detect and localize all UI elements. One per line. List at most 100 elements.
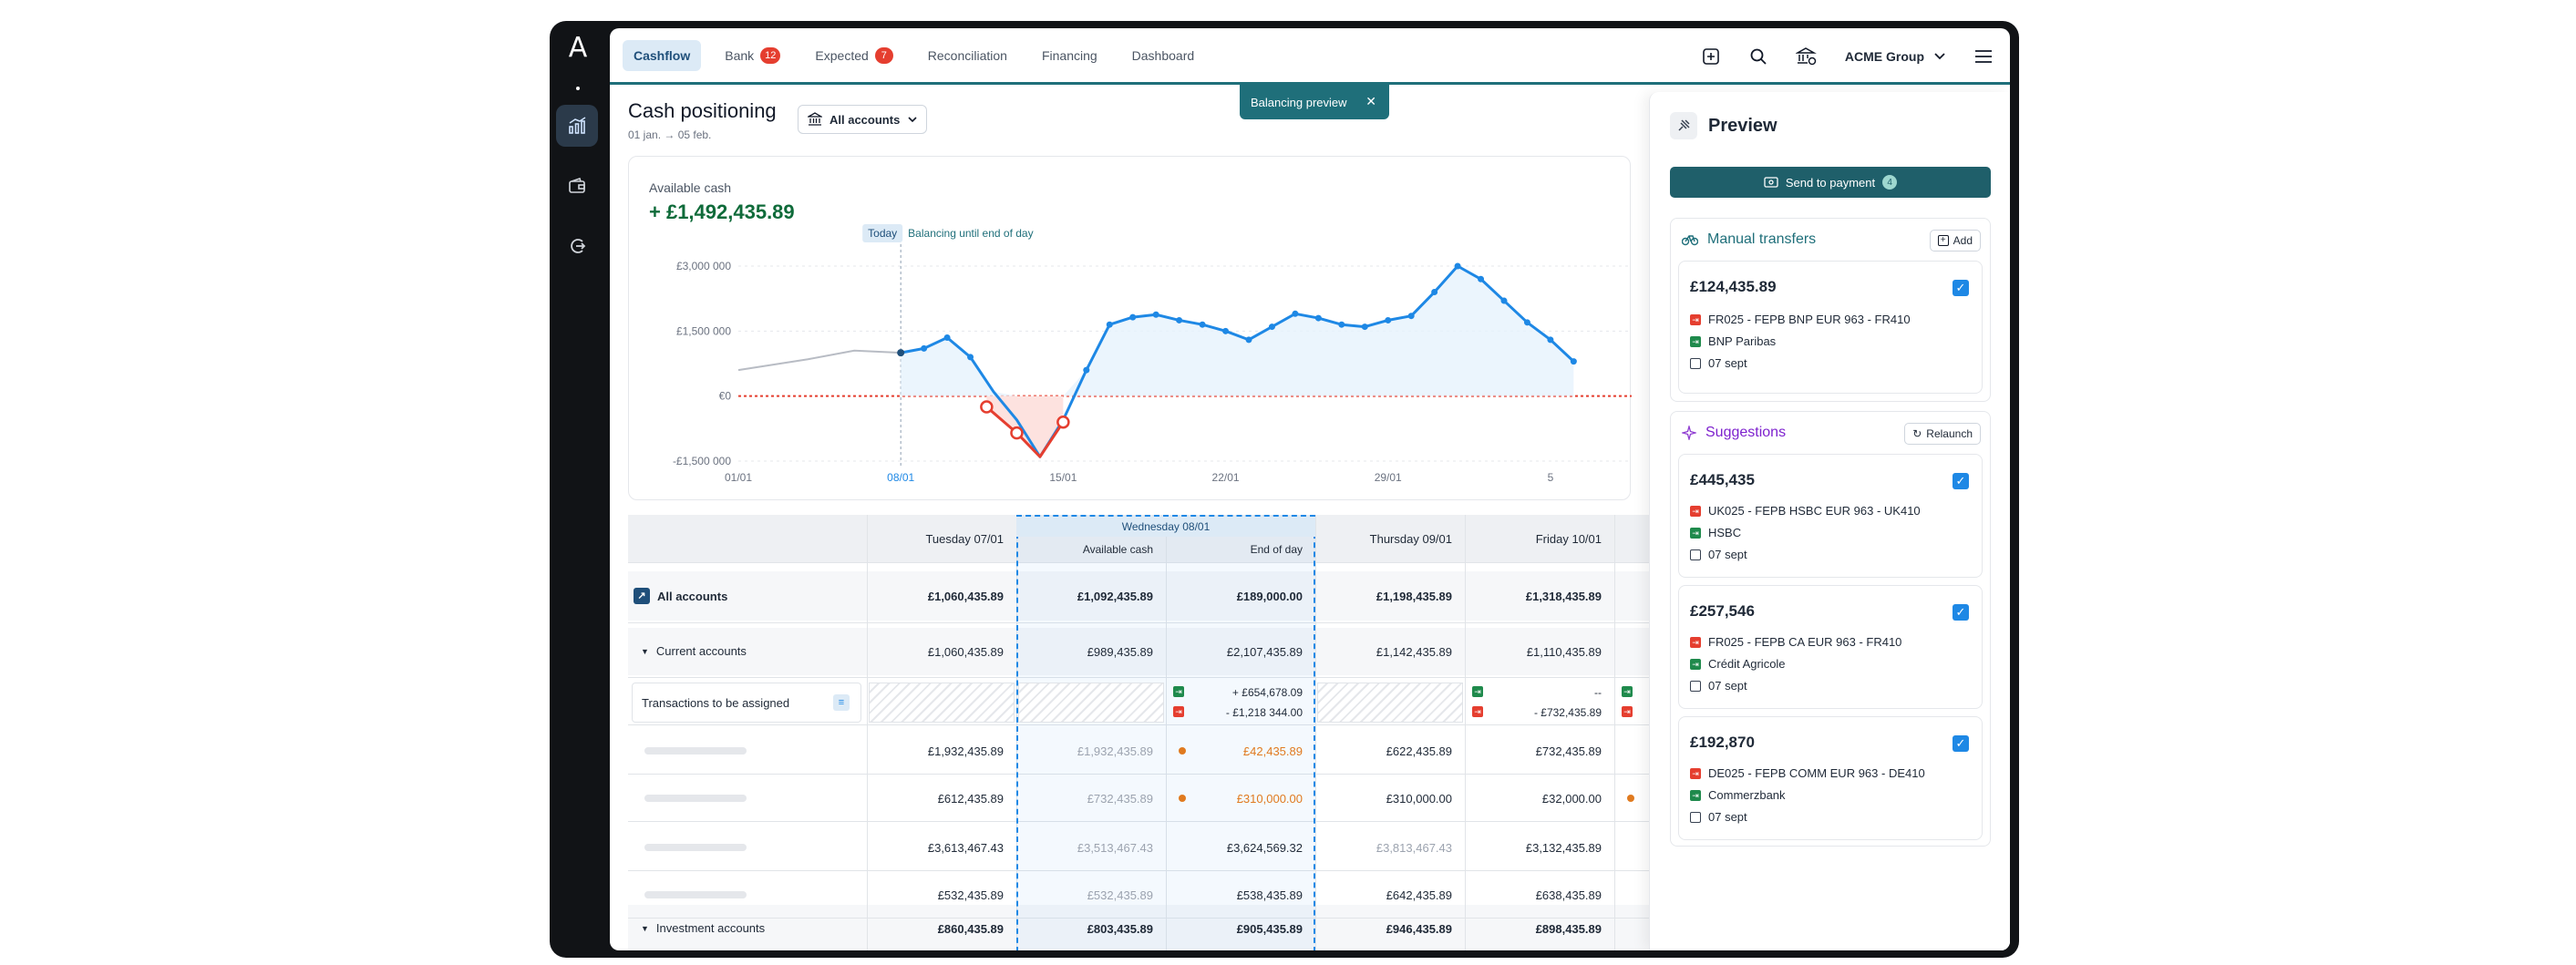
- table-cell[interactable]: £532,435.89: [1087, 888, 1153, 902]
- tab-financing[interactable]: Financing: [1031, 40, 1108, 71]
- table-cell[interactable]: £622,435.89: [1386, 744, 1452, 758]
- tab-dashboard[interactable]: Dashboard: [1121, 40, 1206, 71]
- table-cell[interactable]: £3,624,569.32: [1226, 840, 1303, 855]
- table-cell[interactable]: £638,435.89: [1535, 888, 1602, 902]
- table-cell[interactable]: £532,435.89: [937, 888, 1004, 902]
- table-cell[interactable]: £803,435.89: [1087, 921, 1153, 936]
- checkbox-checked[interactable]: ✓: [1953, 604, 1969, 621]
- data-point: [967, 354, 974, 361]
- account-select[interactable]: All accounts: [798, 105, 927, 134]
- assign-icon[interactable]: ≡: [833, 694, 850, 711]
- table-cell[interactable]: £1,110,435.89: [1526, 644, 1602, 659]
- pin-icon[interactable]: [1670, 112, 1697, 139]
- table-cell[interactable]: £1,932,435.89: [1077, 744, 1153, 758]
- table-cell[interactable]: £538,435.89: [1236, 888, 1303, 902]
- transfer-card[interactable]: £124,435.89 ✓ ⇥ FR025 - FEPB BNP EUR 963 …: [1678, 261, 1983, 394]
- y-tick-label: €0: [719, 390, 732, 403]
- send-to-payment-button[interactable]: Send to payment 4: [1670, 167, 1991, 198]
- suggestion-route-line: ⇥ DE025 - FEPB COMM EUR 963 - DE410: [1690, 766, 1925, 780]
- column-header: Friday 10/01: [1535, 531, 1602, 546]
- negative-series-line: [985, 406, 1065, 458]
- checkbox-checked[interactable]: ✓: [1953, 280, 1969, 296]
- data-point: [1176, 316, 1183, 323]
- table-cell[interactable]: £1,142,435.89: [1376, 644, 1452, 659]
- sidebar-item-wallet[interactable]: [556, 165, 598, 207]
- table-cell[interactable]: £1,198,435.89: [1376, 589, 1452, 603]
- table-cell[interactable]: £310,000.00: [1236, 791, 1303, 806]
- table-cell[interactable]: £42,435.89: [1242, 744, 1303, 758]
- table-cell[interactable]: £189,000.00: [1236, 589, 1303, 603]
- bank-flag-icon: ⇥: [1622, 686, 1633, 697]
- table-cell[interactable]: £612,435.89: [937, 791, 1004, 806]
- add-square-icon[interactable]: [1701, 46, 1721, 67]
- table-cell[interactable]: £642,435.89: [1386, 888, 1452, 902]
- transfer-date: 07 sept: [1708, 356, 1747, 370]
- table-cell[interactable]: £898,435.89: [1535, 921, 1602, 936]
- table-cell[interactable]: £1,092,435.89: [1077, 589, 1153, 603]
- table-cell[interactable]: £1,060,435.89: [927, 644, 1004, 659]
- table-cell[interactable]: £3,813,467.43: [1376, 840, 1452, 855]
- cash-chart[interactable]: £3,000 000 £1,500 000 €0 -£1,500 000 01/01 08…: [629, 157, 1632, 501]
- table-cell[interactable]: £2,107,435.89: [1226, 644, 1303, 659]
- tab-reconciliation[interactable]: Reconciliation: [917, 40, 1018, 71]
- tab-expected[interactable]: Expected 7: [804, 40, 903, 71]
- suggestion-card[interactable]: £445,435 ✓ ⇥ UK025 - FEPB HSBC EUR 963 - …: [1678, 454, 1983, 578]
- column-header: Tuesday 07/01: [925, 531, 1004, 546]
- table-cell[interactable]: £905,435.89: [1236, 921, 1303, 936]
- table-cell[interactable]: £32,000.00: [1541, 791, 1602, 806]
- data-point: [1268, 323, 1275, 331]
- row-label-group[interactable]: ▼ Investment accounts: [641, 921, 765, 935]
- tab-label: Financing: [1041, 47, 1097, 63]
- transfer-route-line: ⇥ FR025 - FEPB BNP EUR 963 - FR410: [1690, 313, 1911, 326]
- row-divider: [628, 724, 2010, 725]
- table-cell[interactable]: £732,435.89: [1087, 791, 1153, 806]
- search-icon[interactable]: [1748, 46, 1768, 67]
- balancing-preview-pill[interactable]: Balancing preview ✕: [1240, 85, 1389, 119]
- data-point: [1129, 313, 1137, 321]
- negative-area: [986, 395, 1064, 457]
- close-icon[interactable]: ✕: [1365, 94, 1376, 108]
- suggestion-date-line: 07 sept: [1690, 810, 1747, 824]
- row-label-group[interactable]: ▼ Current accounts: [641, 644, 747, 658]
- table-cell[interactable]: £3,613,467.43: [927, 840, 1004, 855]
- table-cell[interactable]: £3,132,435.89: [1525, 840, 1602, 855]
- data-point: [1547, 336, 1554, 344]
- tab-bank[interactable]: Bank 12: [714, 40, 791, 71]
- warning-dot-icon: [1627, 795, 1634, 802]
- balancing-preview-label: Balancing preview: [1251, 95, 1347, 109]
- chart-line-icon: ↗: [634, 588, 650, 604]
- table-cell[interactable]: £1,060,435.89: [927, 589, 1004, 603]
- tab-label: Cashflow: [634, 47, 691, 63]
- checkbox-checked[interactable]: ✓: [1953, 735, 1969, 752]
- x-tick-label: 5: [1548, 471, 1554, 484]
- bank-settings-icon[interactable]: [1795, 46, 1818, 67]
- suggestion-card[interactable]: £192,870 ✓ ⇥ DE025 - FEPB COMM EUR 963 - …: [1678, 716, 1983, 840]
- hamburger-menu-icon[interactable]: [1973, 48, 1994, 65]
- table-cell[interactable]: £989,435.89: [1087, 644, 1153, 659]
- table-cell[interactable]: £310,000.00: [1386, 791, 1452, 806]
- tab-label: Bank: [725, 47, 755, 63]
- tab-cashflow[interactable]: Cashflow: [623, 39, 702, 71]
- tab-label: Dashboard: [1131, 47, 1195, 63]
- suggestions-section: Suggestions ↻ Relaunch £445,435 ✓ ⇥ UK025 …: [1670, 411, 1991, 847]
- bank-flag-icon: ⇥: [1690, 335, 1701, 347]
- sidebar-item-transfer[interactable]: [556, 225, 598, 267]
- debit-flag-icon: ⇥: [1690, 636, 1701, 648]
- table-cell[interactable]: £3,513,467.43: [1077, 840, 1153, 855]
- relaunch-button[interactable]: ↻ Relaunch: [1904, 423, 1981, 445]
- sidebar-item-cashflow[interactable]: [556, 105, 598, 147]
- negative-point: [980, 400, 994, 414]
- table-cell[interactable]: £732,435.89: [1535, 744, 1602, 758]
- org-switcher[interactable]: ACME Group: [1845, 49, 1946, 64]
- table-cell[interactable]: £946,435.89: [1386, 921, 1452, 936]
- table-cell[interactable]: £860,435.89: [937, 921, 1004, 936]
- suggestion-card[interactable]: £257,546 ✓ ⇥ FR025 - FEPB CA EUR 963 - FR…: [1678, 585, 1983, 709]
- debit-flag-icon: ⇥: [1690, 767, 1701, 779]
- table-cell[interactable]: £1,932,435.89: [927, 744, 1004, 758]
- hatched-cell: [1018, 683, 1164, 723]
- add-transfer-button[interactable]: + Add: [1929, 230, 1981, 252]
- checkbox-checked[interactable]: ✓: [1953, 473, 1969, 489]
- skeleton-label: [644, 747, 747, 755]
- table-cell[interactable]: £1,318,435.89: [1525, 589, 1602, 603]
- row-divider: [628, 622, 2010, 623]
